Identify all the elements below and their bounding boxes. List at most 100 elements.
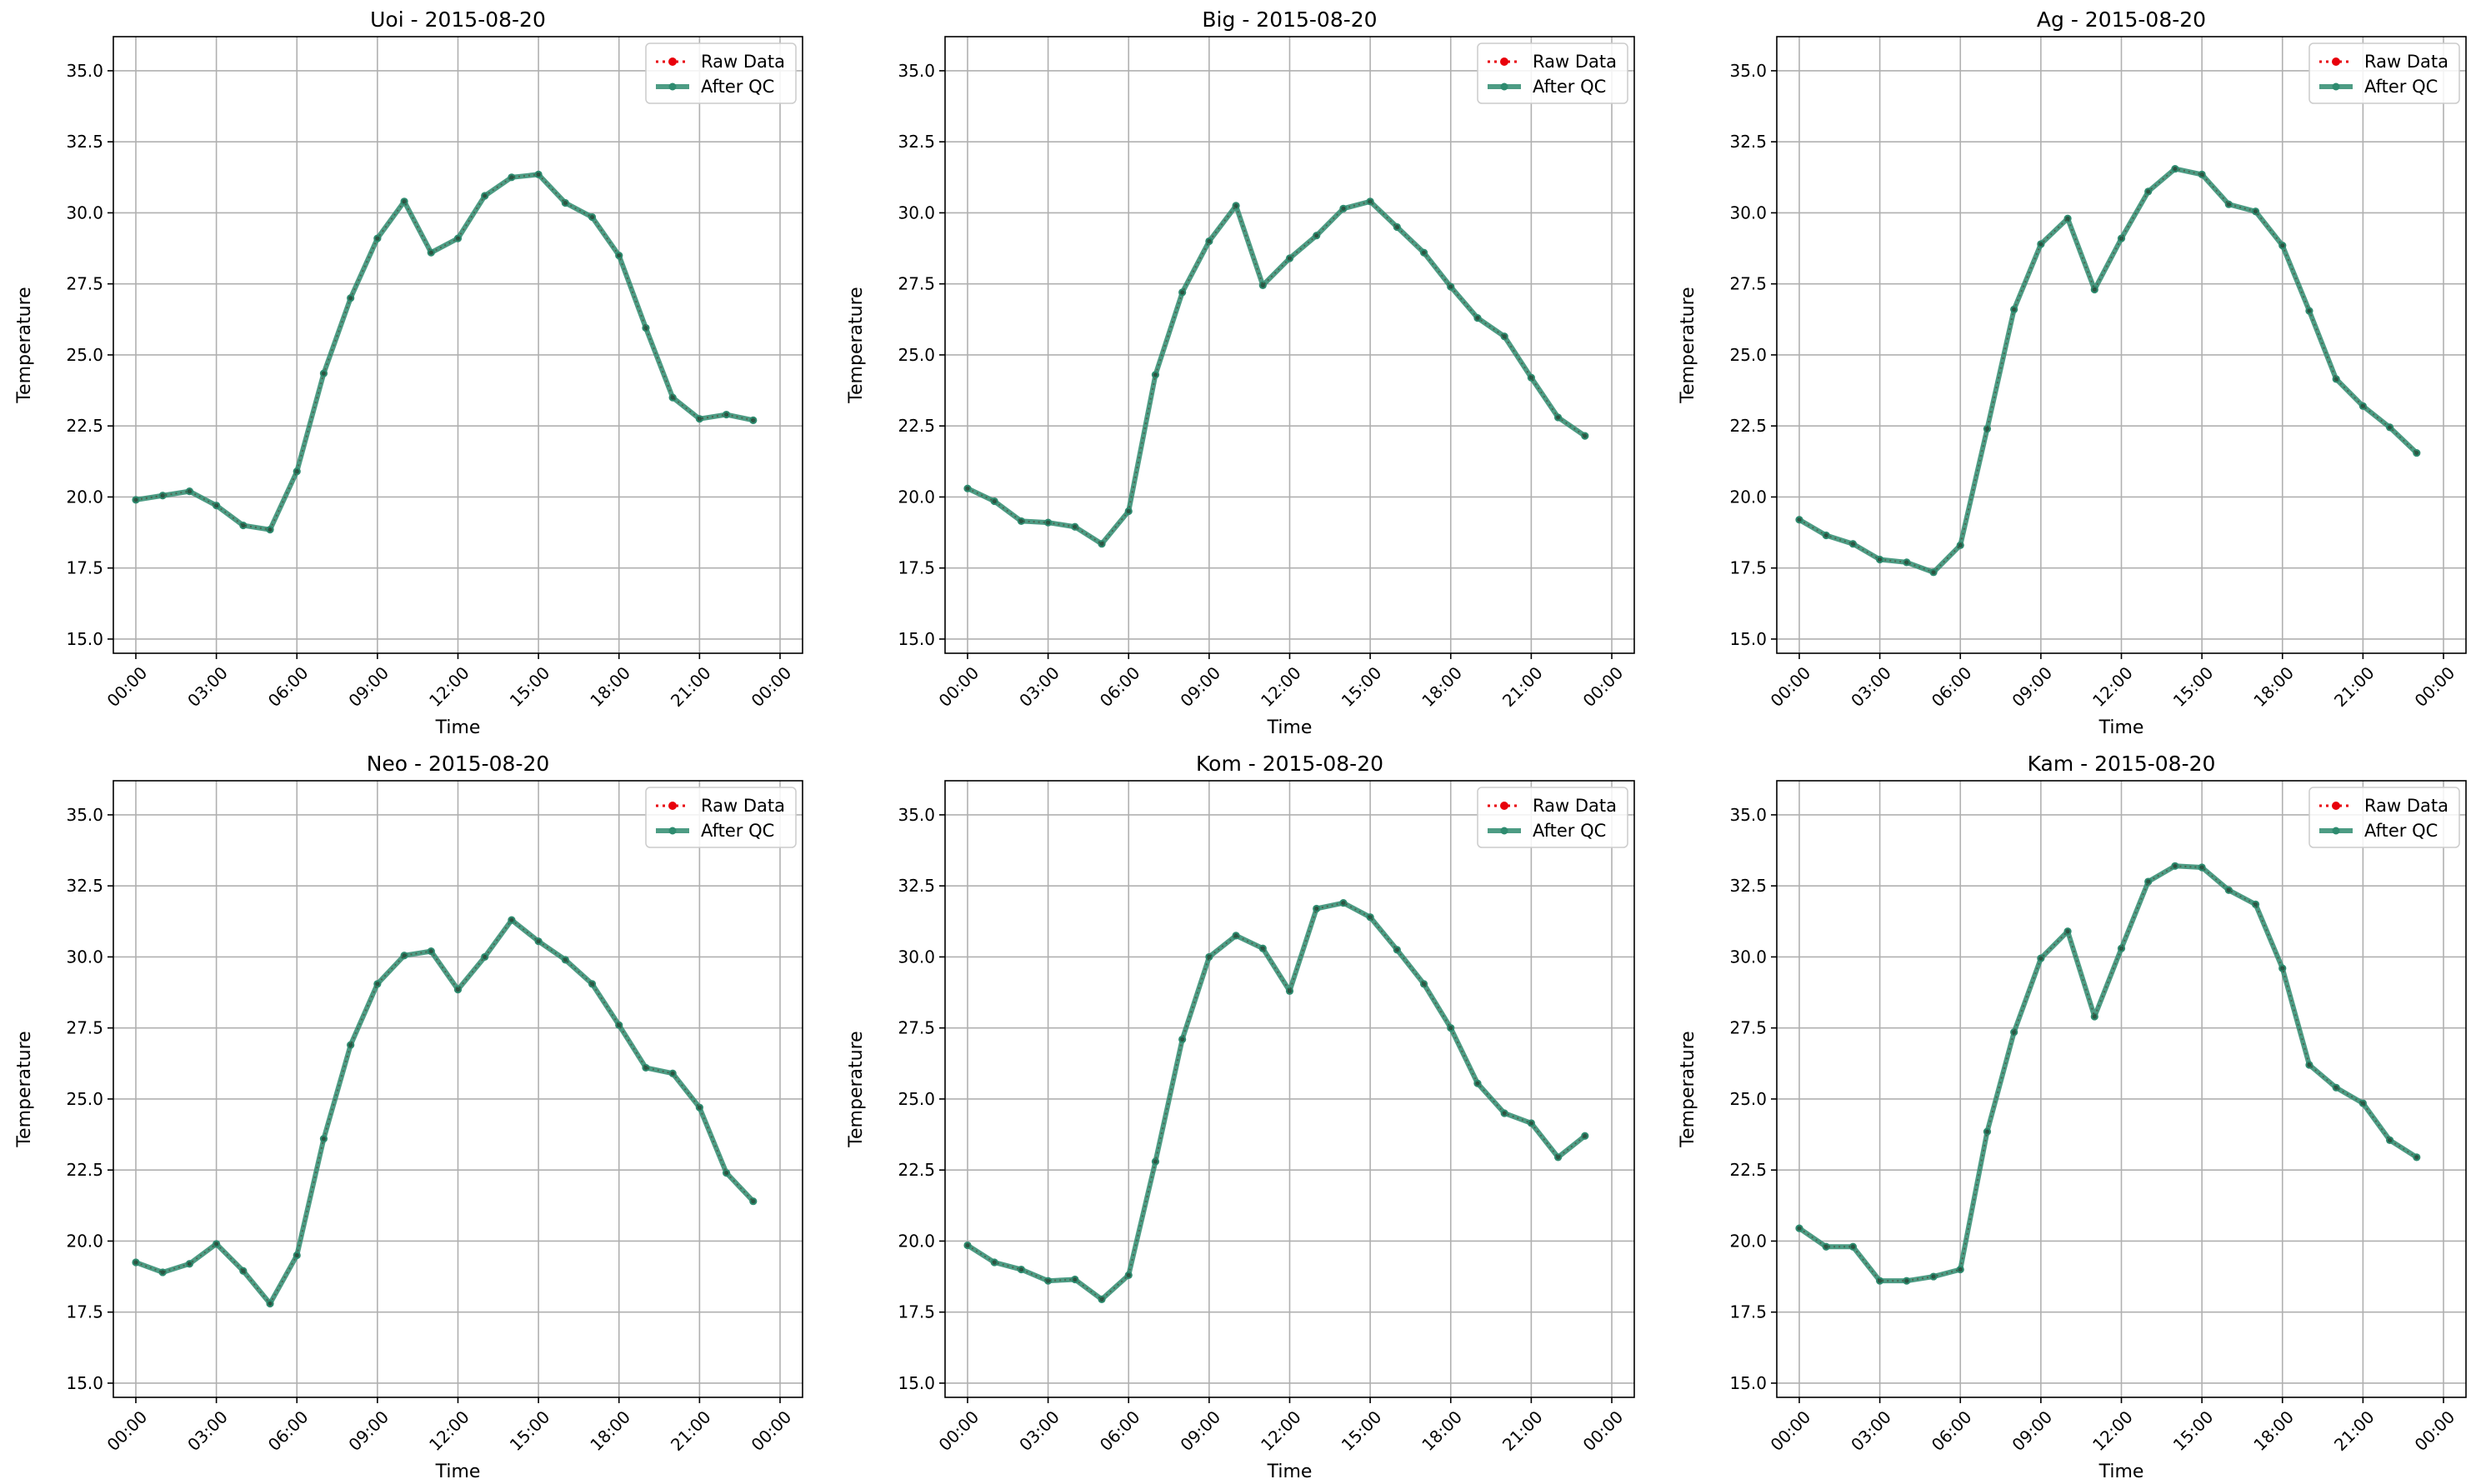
data-point-raw-data <box>2360 1101 2365 1106</box>
y-tick-label: 30.0 <box>898 202 935 222</box>
y-tick-label: 32.5 <box>1729 876 1767 896</box>
chart-panel-3: 15.0 17.5 20.0 22.5 25.0 27.5 30.0 32.5 35.0 00:0… <box>14 752 803 1482</box>
data-point-raw-data <box>1207 238 1212 244</box>
data-point-raw-data <box>483 193 488 198</box>
data-point-raw-data <box>133 497 138 502</box>
y-tick-label: 20.0 <box>66 487 103 507</box>
x-axis-label: Time <box>2098 1462 2144 1482</box>
chart-panel-1: 15.0 17.5 20.0 22.5 25.0 27.5 30.0 32.5 35.0 00:0… <box>846 7 1635 738</box>
data-point-raw-data <box>2146 189 2151 194</box>
legend: Raw Data After QC <box>645 42 797 104</box>
legend-label-raw-data: Raw Data <box>1533 52 1617 72</box>
legend-marker-raw-data <box>668 57 677 66</box>
data-point-raw-data <box>617 1022 622 1027</box>
x-tick-label: 06:00 <box>1096 662 1144 711</box>
legend: Raw Data After QC <box>1477 42 1628 104</box>
legend-label-after-qc: After QC <box>1533 821 1606 841</box>
y-tick-label: 15.0 <box>898 1373 935 1393</box>
panel-title: Uoi - 2015-08-20 <box>370 7 546 32</box>
data-point-raw-data <box>1099 542 1104 547</box>
x-axis-label: Time <box>435 1462 481 1482</box>
x-tick-label: 12:00 <box>425 1407 473 1455</box>
y-tick-label: 35.0 <box>1729 805 1767 825</box>
data-point-raw-data <box>965 1242 970 1248</box>
x-tick-label: 18:00 <box>586 662 634 711</box>
x-tick-label: 21:00 <box>667 1407 715 1455</box>
legend-label-after-qc: After QC <box>701 821 774 841</box>
x-tick-label: 15:00 <box>506 1407 554 1455</box>
data-point-raw-data <box>2092 1014 2097 1019</box>
data-point-raw-data <box>1073 1277 1078 1282</box>
legend: Raw Data After QC <box>645 787 797 848</box>
y-tick-label: 30.0 <box>66 947 103 967</box>
legend-marker-raw-data <box>1500 802 1508 810</box>
data-point-raw-data <box>1180 1037 1185 1042</box>
data-point-raw-data <box>2199 172 2204 177</box>
x-tick-label: 00:00 <box>935 1407 983 1455</box>
data-point-raw-data <box>2012 1030 2017 1035</box>
data-point-raw-data <box>1046 520 1051 525</box>
legend-label-raw-data: Raw Data <box>2364 52 2448 72</box>
x-tick-label: 09:00 <box>1176 662 1224 711</box>
series-line-raw-data <box>967 200 1586 546</box>
x-tick-label: 00:00 <box>1579 662 1628 711</box>
y-tick-label: 35.0 <box>66 805 103 825</box>
y-tick-label: 30.0 <box>66 202 103 222</box>
data-point-raw-data <box>187 1262 193 1267</box>
x-tick-label: 09:00 <box>344 662 393 711</box>
data-point-raw-data <box>214 503 219 508</box>
y-axis-label: Temperature <box>846 287 867 403</box>
data-point-raw-data <box>1126 1272 1131 1277</box>
data-point-raw-data <box>428 250 433 255</box>
data-point-raw-data <box>1448 284 1453 289</box>
x-tick-label: 18:00 <box>2249 1407 2298 1455</box>
data-point-raw-data <box>1421 250 1427 255</box>
y-axis-label: Temperature <box>846 1031 867 1147</box>
data-point-raw-data <box>2038 242 2043 247</box>
data-point-raw-data <box>348 296 353 301</box>
data-point-raw-data <box>2226 202 2231 207</box>
x-axis-label: Time <box>435 717 481 738</box>
data-point-raw-data <box>563 200 568 206</box>
data-point-raw-data <box>268 527 273 532</box>
data-point-raw-data <box>723 1170 729 1176</box>
data-point-raw-data <box>1073 524 1078 529</box>
data-point-raw-data <box>751 417 756 422</box>
y-axis-label: Temperature <box>14 1031 35 1147</box>
series-line-raw-data <box>135 173 753 531</box>
data-point-raw-data <box>133 1260 138 1265</box>
y-tick-label: 15.0 <box>66 629 103 649</box>
data-point-raw-data <box>992 1260 997 1265</box>
data-point-raw-data <box>697 1105 702 1110</box>
x-tick-label: 00:00 <box>103 662 152 711</box>
x-tick-label: 12:00 <box>1257 662 1305 711</box>
data-point-raw-data <box>1823 1244 1828 1249</box>
x-tick-label: 00:00 <box>1767 1407 1815 1455</box>
data-point-raw-data <box>1502 334 1507 339</box>
x-tick-label: 15:00 <box>2169 1407 2218 1455</box>
x-tick-label: 00:00 <box>1579 1407 1628 1455</box>
y-tick-label: 22.5 <box>66 1160 103 1180</box>
data-point-raw-data <box>2065 216 2070 221</box>
data-point-raw-data <box>697 417 702 422</box>
legend-marker-raw-data <box>668 802 677 810</box>
data-point-raw-data <box>2199 865 2204 870</box>
data-point-raw-data <box>2387 425 2393 430</box>
x-tick-label: 00:00 <box>1767 662 1815 711</box>
y-tick-label: 17.5 <box>898 1302 935 1322</box>
y-tick-label: 30.0 <box>898 947 935 967</box>
y-tick-label: 27.5 <box>66 274 103 294</box>
data-point-raw-data <box>1260 282 1265 287</box>
x-tick-label: 12:00 <box>2088 662 2137 711</box>
data-point-raw-data <box>536 939 541 944</box>
data-point-raw-data <box>1475 316 1480 321</box>
data-point-raw-data <box>455 987 461 992</box>
data-point-raw-data <box>1368 199 1373 204</box>
y-tick-label: 27.5 <box>1729 274 1767 294</box>
y-tick-label: 20.0 <box>898 1231 935 1251</box>
y-tick-label: 22.5 <box>66 416 103 436</box>
x-tick-label: 00:00 <box>103 1407 152 1455</box>
x-tick-label: 06:00 <box>264 1407 313 1455</box>
data-point-raw-data <box>214 1242 219 1247</box>
data-point-raw-data <box>1207 954 1212 960</box>
